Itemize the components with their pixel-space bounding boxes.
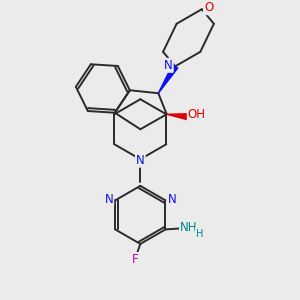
Polygon shape	[158, 65, 178, 93]
Text: NH: NH	[180, 221, 197, 234]
Text: F: F	[132, 253, 139, 266]
Text: OH: OH	[188, 108, 206, 121]
Text: N: N	[136, 154, 145, 167]
Text: N: N	[167, 193, 176, 206]
Text: O: O	[204, 1, 213, 14]
Text: H: H	[196, 229, 203, 239]
Text: N: N	[104, 193, 113, 206]
Polygon shape	[167, 114, 188, 119]
Text: N: N	[164, 59, 173, 72]
